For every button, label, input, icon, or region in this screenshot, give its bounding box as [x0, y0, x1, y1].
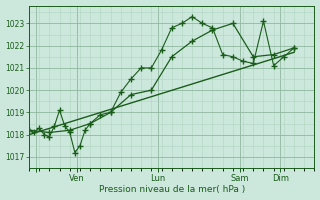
X-axis label: Pression niveau de la mer( hPa ): Pression niveau de la mer( hPa ) [99, 185, 245, 194]
